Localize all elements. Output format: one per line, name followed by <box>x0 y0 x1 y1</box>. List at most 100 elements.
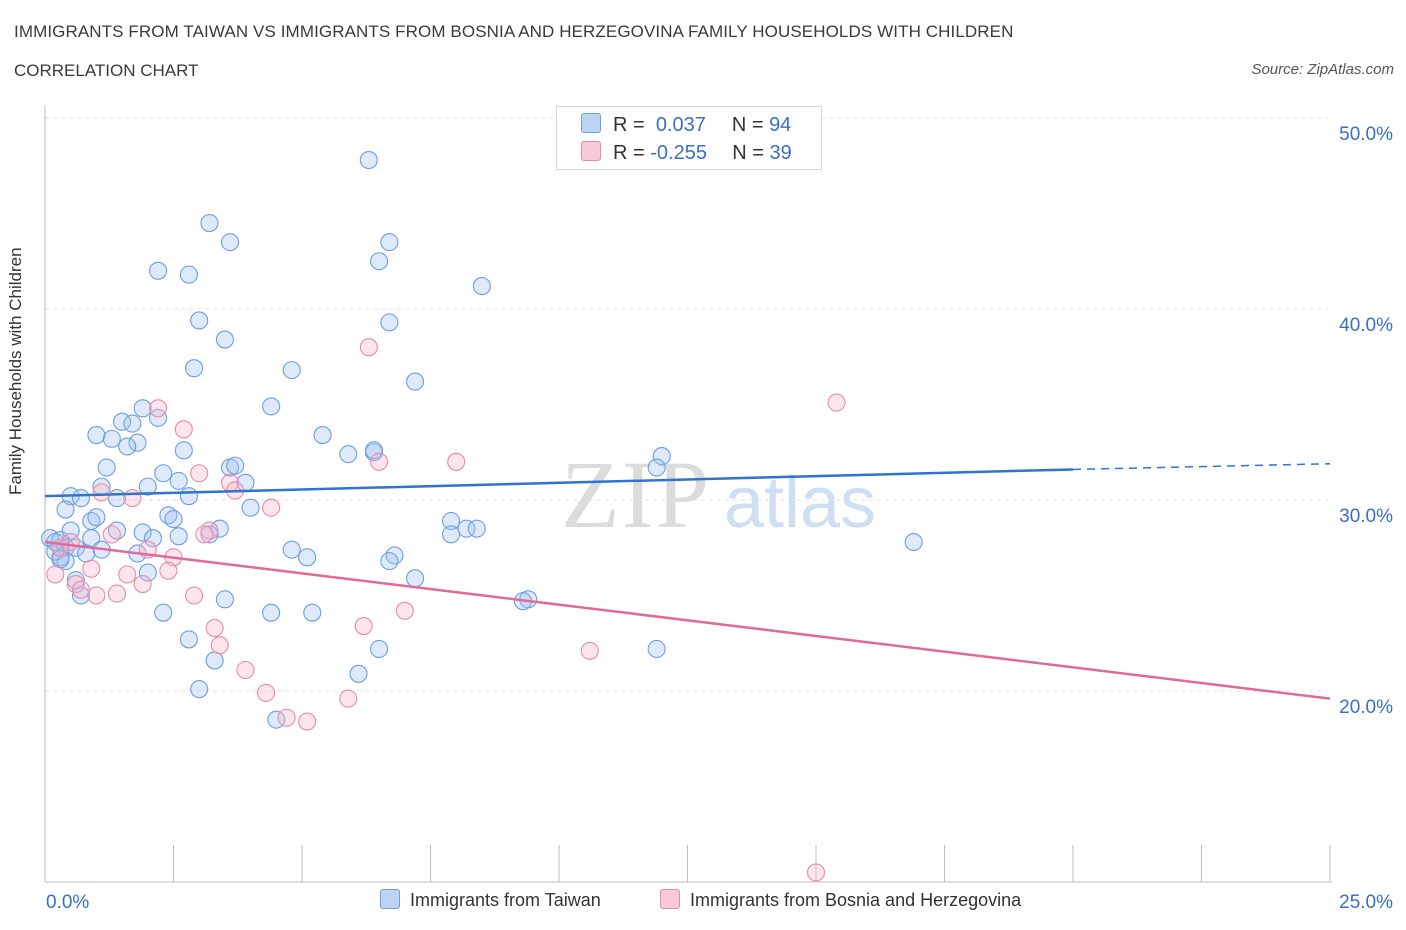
taiwan-point <box>118 437 137 456</box>
tick-labels: 50.0% 40.0% 30.0% 20.0% 0.0% 25.0% <box>46 124 1393 913</box>
chart-title: IMMIGRANTS FROM TAIWAN VS IMMIGRANTS FRO… <box>14 22 1014 41</box>
bosnia-point <box>123 489 142 508</box>
taiwan-point <box>200 214 219 233</box>
bosnia-point <box>71 580 91 599</box>
taiwan-point <box>220 233 240 252</box>
bosnia-point <box>277 708 296 727</box>
taiwan-point <box>385 546 404 565</box>
taiwan-point <box>303 603 322 622</box>
bosnia-point <box>51 538 70 557</box>
taiwan-point <box>467 519 486 538</box>
taiwan-point <box>154 464 173 483</box>
bosnia-trend-line <box>44 540 1331 700</box>
taiwan-point <box>205 651 224 670</box>
taiwan-legend-label: Immigrants from Taiwan <box>410 890 601 910</box>
r-label: R = <box>613 142 645 164</box>
taiwan-point <box>442 511 461 531</box>
r-label: R = <box>613 114 645 136</box>
legend-row-taiwan: R = 0.037 N = 94 <box>581 113 791 137</box>
bosnia-point <box>447 452 466 471</box>
bosnia-point <box>236 660 255 680</box>
taiwan-point <box>359 150 378 170</box>
gridlines <box>45 117 1330 692</box>
bottom-legend-bosnia: Immigrants from Bosnia and Herzegovina <box>660 889 1021 911</box>
taiwan-point <box>190 311 209 330</box>
taiwan-point <box>380 552 399 571</box>
data-points <box>41 150 923 882</box>
taiwan-legend-swatch <box>380 889 400 909</box>
taiwan-point <box>138 563 157 582</box>
y-tick-label: 40.0% <box>1339 315 1393 336</box>
taiwan-point <box>262 603 281 622</box>
bosnia-point <box>827 393 846 412</box>
taiwan-point <box>380 233 399 252</box>
taiwan-point <box>128 433 147 452</box>
n-label: N = <box>731 114 764 136</box>
taiwan-point <box>380 313 399 332</box>
bosnia-point <box>66 574 85 594</box>
taiwan-point <box>87 508 106 527</box>
bosnia-point <box>102 525 121 544</box>
bosnia-point <box>107 584 127 603</box>
taiwan-trend-extension <box>1072 462 1331 471</box>
bosnia-point <box>185 586 204 605</box>
bosnia-point <box>159 561 178 580</box>
taiwan-point <box>215 590 234 609</box>
taiwan-point <box>143 529 162 548</box>
taiwan-point <box>133 399 152 418</box>
bosnia-point <box>210 636 229 655</box>
bosnia-point <box>580 641 599 660</box>
taiwan-point <box>154 603 173 622</box>
bosnia-point <box>195 525 214 544</box>
taiwan-point <box>241 498 260 517</box>
taiwan-point <box>200 525 219 544</box>
taiwan-point <box>647 639 666 659</box>
bosnia-point <box>370 452 389 471</box>
bosnia-point <box>190 464 209 483</box>
correlation-legend: R = 0.037 N = 94 R = -0.255 N = 39 <box>556 106 822 170</box>
taiwan-point <box>472 277 491 296</box>
taiwan-point <box>190 680 209 699</box>
bosnia-legend-label: Immigrants from Bosnia and Herzegovina <box>690 890 1022 910</box>
taiwan-point <box>406 569 425 588</box>
trend-lines <box>44 462 1331 700</box>
taiwan-point <box>370 639 389 659</box>
taiwan-point <box>179 630 198 649</box>
chart-subtitle: CORRELATION CHART <box>14 61 199 80</box>
taiwan-n-value: 94 <box>769 114 792 136</box>
bottom-legend-taiwan: Immigrants from Taiwan <box>380 889 601 911</box>
taiwan-point <box>71 586 91 605</box>
taiwan-point <box>102 429 121 448</box>
bosnia-point <box>87 586 106 605</box>
taiwan-point <box>339 445 358 464</box>
taiwan-r-value: 0.037 <box>655 114 706 136</box>
bosnia-point <box>92 483 111 502</box>
n-label: N = <box>732 142 764 164</box>
bosnia-point <box>82 559 101 578</box>
taiwan-point <box>138 477 157 496</box>
bosnia-swatch <box>581 141 601 161</box>
taiwan-point <box>97 458 116 477</box>
taiwan-point <box>179 487 198 506</box>
y-tick-label: 50.0% <box>1339 124 1393 145</box>
taiwan-swatch <box>581 113 601 133</box>
taiwan-point <box>169 527 188 546</box>
y-tick-label: 30.0% <box>1339 506 1393 527</box>
taiwan-point <box>282 540 301 559</box>
taiwan-point <box>133 523 152 542</box>
bosnia-point <box>262 498 281 517</box>
bosnia-point <box>806 863 826 882</box>
bosnia-point <box>205 618 224 638</box>
bosnia-r-value: -0.255 <box>650 142 707 164</box>
bosnia-point <box>174 420 193 439</box>
bosnia-point <box>339 689 358 708</box>
bosnia-point <box>359 338 378 357</box>
taiwan-point <box>215 330 234 349</box>
taiwan-point <box>169 471 188 490</box>
taiwan-point <box>87 426 106 445</box>
taiwan-point <box>652 447 671 466</box>
taiwan-point <box>179 265 198 284</box>
taiwan-point <box>149 408 168 427</box>
taiwan-point <box>647 458 666 477</box>
taiwan-point <box>226 456 245 475</box>
